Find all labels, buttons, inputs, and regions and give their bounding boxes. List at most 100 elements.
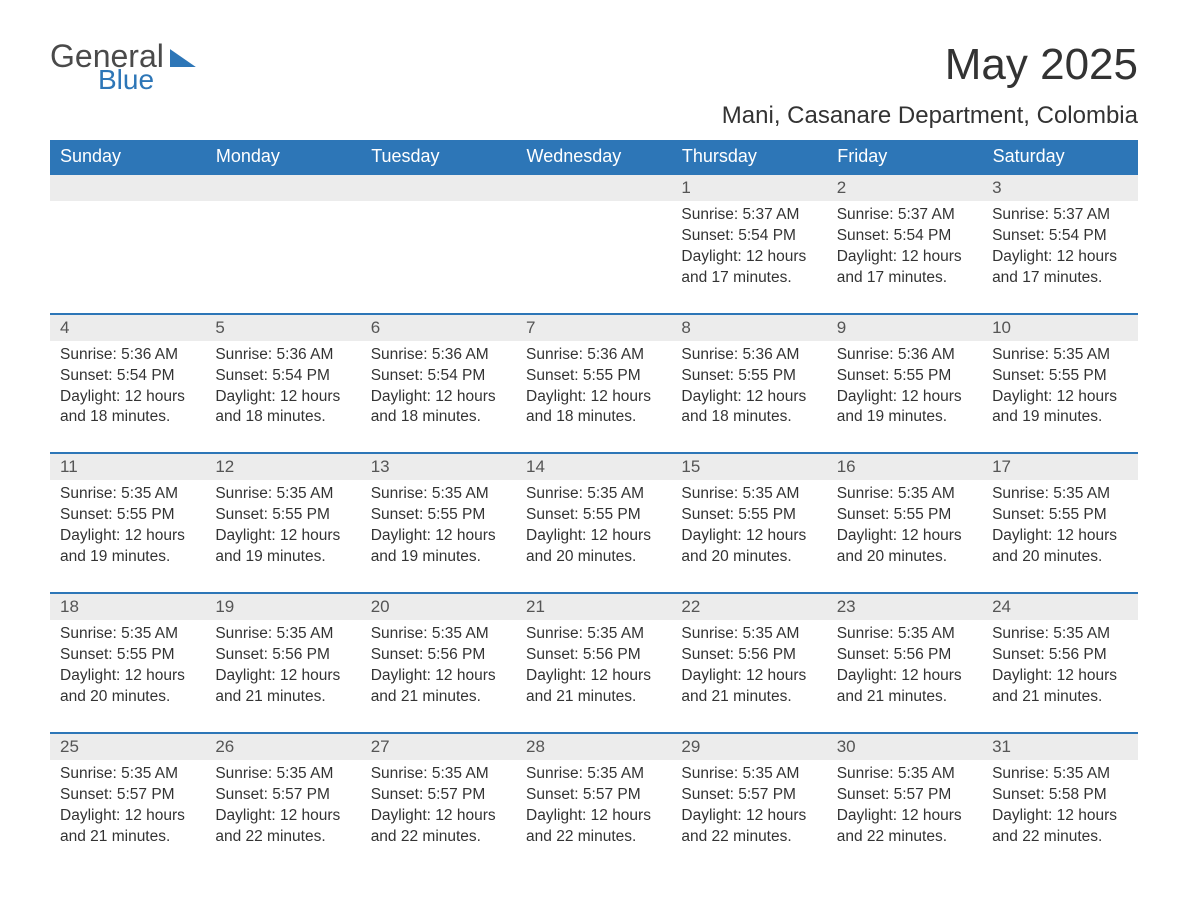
day-number-cell (205, 174, 360, 201)
sunset-line: Sunset: 5:57 PM (837, 785, 972, 806)
day-data-cell: Sunrise: 5:37 AMSunset: 5:54 PMDaylight:… (671, 201, 826, 314)
day-data-cell (50, 201, 205, 314)
day-data-cell: Sunrise: 5:35 AMSunset: 5:55 PMDaylight:… (205, 480, 360, 593)
daylight-line: Daylight: 12 hours and 17 minutes. (837, 247, 972, 289)
daylight-line: Daylight: 12 hours and 20 minutes. (60, 666, 195, 708)
daylight-line: Daylight: 12 hours and 21 minutes. (60, 806, 195, 848)
day-data-cell: Sunrise: 5:36 AMSunset: 5:54 PMDaylight:… (361, 341, 516, 454)
day-data-cell: Sunrise: 5:37 AMSunset: 5:54 PMDaylight:… (982, 201, 1137, 314)
sunset-line: Sunset: 5:57 PM (60, 785, 195, 806)
daylight-line: Daylight: 12 hours and 21 minutes. (526, 666, 661, 708)
day-number-cell: 12 (205, 453, 360, 480)
daylight-line: Daylight: 12 hours and 22 minutes. (992, 806, 1127, 848)
sunrise-line: Sunrise: 5:36 AM (215, 345, 350, 366)
day-data-cell (516, 201, 671, 314)
sunrise-line: Sunrise: 5:35 AM (681, 764, 816, 785)
page-title: May 2025 (945, 40, 1138, 90)
sunrise-line: Sunrise: 5:35 AM (681, 484, 816, 505)
sunrise-line: Sunrise: 5:35 AM (526, 764, 661, 785)
day-number-cell: 4 (50, 314, 205, 341)
day-data-cell (205, 201, 360, 314)
sunset-line: Sunset: 5:56 PM (837, 645, 972, 666)
day-data-cell: Sunrise: 5:35 AMSunset: 5:57 PMDaylight:… (516, 760, 671, 872)
sunset-line: Sunset: 5:56 PM (681, 645, 816, 666)
day-number-cell: 2 (827, 174, 982, 201)
sunset-line: Sunset: 5:54 PM (837, 226, 972, 247)
calendar-data-row: Sunrise: 5:37 AMSunset: 5:54 PMDaylight:… (50, 201, 1138, 314)
sunrise-line: Sunrise: 5:35 AM (992, 345, 1127, 366)
brand-part2: Blue (98, 66, 196, 94)
daylight-line: Daylight: 12 hours and 20 minutes. (837, 526, 972, 568)
day-data-cell: Sunrise: 5:36 AMSunset: 5:54 PMDaylight:… (50, 341, 205, 454)
day-data-cell: Sunrise: 5:35 AMSunset: 5:56 PMDaylight:… (205, 620, 360, 733)
sunset-line: Sunset: 5:56 PM (371, 645, 506, 666)
weekday-header: Tuesday (361, 140, 516, 174)
daylight-line: Daylight: 12 hours and 17 minutes. (681, 247, 816, 289)
sunset-line: Sunset: 5:55 PM (526, 505, 661, 526)
calendar-data-row: Sunrise: 5:35 AMSunset: 5:55 PMDaylight:… (50, 620, 1138, 733)
day-data-cell (361, 201, 516, 314)
sunrise-line: Sunrise: 5:35 AM (992, 764, 1127, 785)
day-data-cell: Sunrise: 5:35 AMSunset: 5:55 PMDaylight:… (50, 620, 205, 733)
daylight-line: Daylight: 12 hours and 18 minutes. (681, 387, 816, 429)
sunset-line: Sunset: 5:55 PM (215, 505, 350, 526)
weekday-header: Thursday (671, 140, 826, 174)
sunset-line: Sunset: 5:56 PM (215, 645, 350, 666)
day-number-cell: 27 (361, 733, 516, 760)
sunset-line: Sunset: 5:55 PM (60, 645, 195, 666)
day-number-cell: 20 (361, 593, 516, 620)
sunrise-line: Sunrise: 5:36 AM (371, 345, 506, 366)
brand-flag-icon (170, 49, 196, 67)
day-data-cell: Sunrise: 5:35 AMSunset: 5:55 PMDaylight:… (982, 341, 1137, 454)
day-data-cell: Sunrise: 5:35 AMSunset: 5:56 PMDaylight:… (827, 620, 982, 733)
day-number-cell: 11 (50, 453, 205, 480)
daylight-line: Daylight: 12 hours and 19 minutes. (60, 526, 195, 568)
sunset-line: Sunset: 5:57 PM (681, 785, 816, 806)
day-number-cell: 16 (827, 453, 982, 480)
weekday-header: Sunday (50, 140, 205, 174)
sunrise-line: Sunrise: 5:35 AM (371, 764, 506, 785)
daylight-line: Daylight: 12 hours and 22 minutes. (526, 806, 661, 848)
day-number-cell: 8 (671, 314, 826, 341)
calendar-daynum-row: 123 (50, 174, 1138, 201)
sunset-line: Sunset: 5:54 PM (992, 226, 1127, 247)
daylight-line: Daylight: 12 hours and 19 minutes. (215, 526, 350, 568)
calendar-table: SundayMondayTuesdayWednesdayThursdayFrid… (50, 140, 1138, 871)
sunset-line: Sunset: 5:58 PM (992, 785, 1127, 806)
sunrise-line: Sunrise: 5:35 AM (215, 624, 350, 645)
day-data-cell: Sunrise: 5:37 AMSunset: 5:54 PMDaylight:… (827, 201, 982, 314)
day-data-cell: Sunrise: 5:35 AMSunset: 5:56 PMDaylight:… (671, 620, 826, 733)
day-number-cell: 25 (50, 733, 205, 760)
calendar-daynum-row: 18192021222324 (50, 593, 1138, 620)
day-data-cell: Sunrise: 5:35 AMSunset: 5:56 PMDaylight:… (516, 620, 671, 733)
daylight-line: Daylight: 12 hours and 18 minutes. (215, 387, 350, 429)
day-data-cell: Sunrise: 5:35 AMSunset: 5:55 PMDaylight:… (361, 480, 516, 593)
weekday-header: Monday (205, 140, 360, 174)
day-data-cell: Sunrise: 5:35 AMSunset: 5:56 PMDaylight:… (361, 620, 516, 733)
calendar-daynum-row: 11121314151617 (50, 453, 1138, 480)
day-data-cell: Sunrise: 5:35 AMSunset: 5:56 PMDaylight:… (982, 620, 1137, 733)
sunrise-line: Sunrise: 5:35 AM (837, 764, 972, 785)
day-data-cell: Sunrise: 5:35 AMSunset: 5:57 PMDaylight:… (50, 760, 205, 872)
day-data-cell: Sunrise: 5:35 AMSunset: 5:55 PMDaylight:… (50, 480, 205, 593)
day-number-cell: 15 (671, 453, 826, 480)
daylight-line: Daylight: 12 hours and 21 minutes. (992, 666, 1127, 708)
location-subtitle: Mani, Casanare Department, Colombia (50, 102, 1138, 130)
day-number-cell: 13 (361, 453, 516, 480)
sunset-line: Sunset: 5:54 PM (371, 366, 506, 387)
sunrise-line: Sunrise: 5:36 AM (526, 345, 661, 366)
day-number-cell: 17 (982, 453, 1137, 480)
sunset-line: Sunset: 5:57 PM (371, 785, 506, 806)
day-number-cell (361, 174, 516, 201)
sunrise-line: Sunrise: 5:35 AM (215, 764, 350, 785)
sunrise-line: Sunrise: 5:35 AM (60, 624, 195, 645)
sunrise-line: Sunrise: 5:36 AM (681, 345, 816, 366)
day-number-cell: 14 (516, 453, 671, 480)
day-data-cell: Sunrise: 5:36 AMSunset: 5:55 PMDaylight:… (516, 341, 671, 454)
sunset-line: Sunset: 5:54 PM (215, 366, 350, 387)
sunrise-line: Sunrise: 5:37 AM (837, 205, 972, 226)
sunset-line: Sunset: 5:55 PM (681, 366, 816, 387)
day-number-cell: 30 (827, 733, 982, 760)
day-data-cell: Sunrise: 5:35 AMSunset: 5:57 PMDaylight:… (361, 760, 516, 872)
day-number-cell: 31 (982, 733, 1137, 760)
